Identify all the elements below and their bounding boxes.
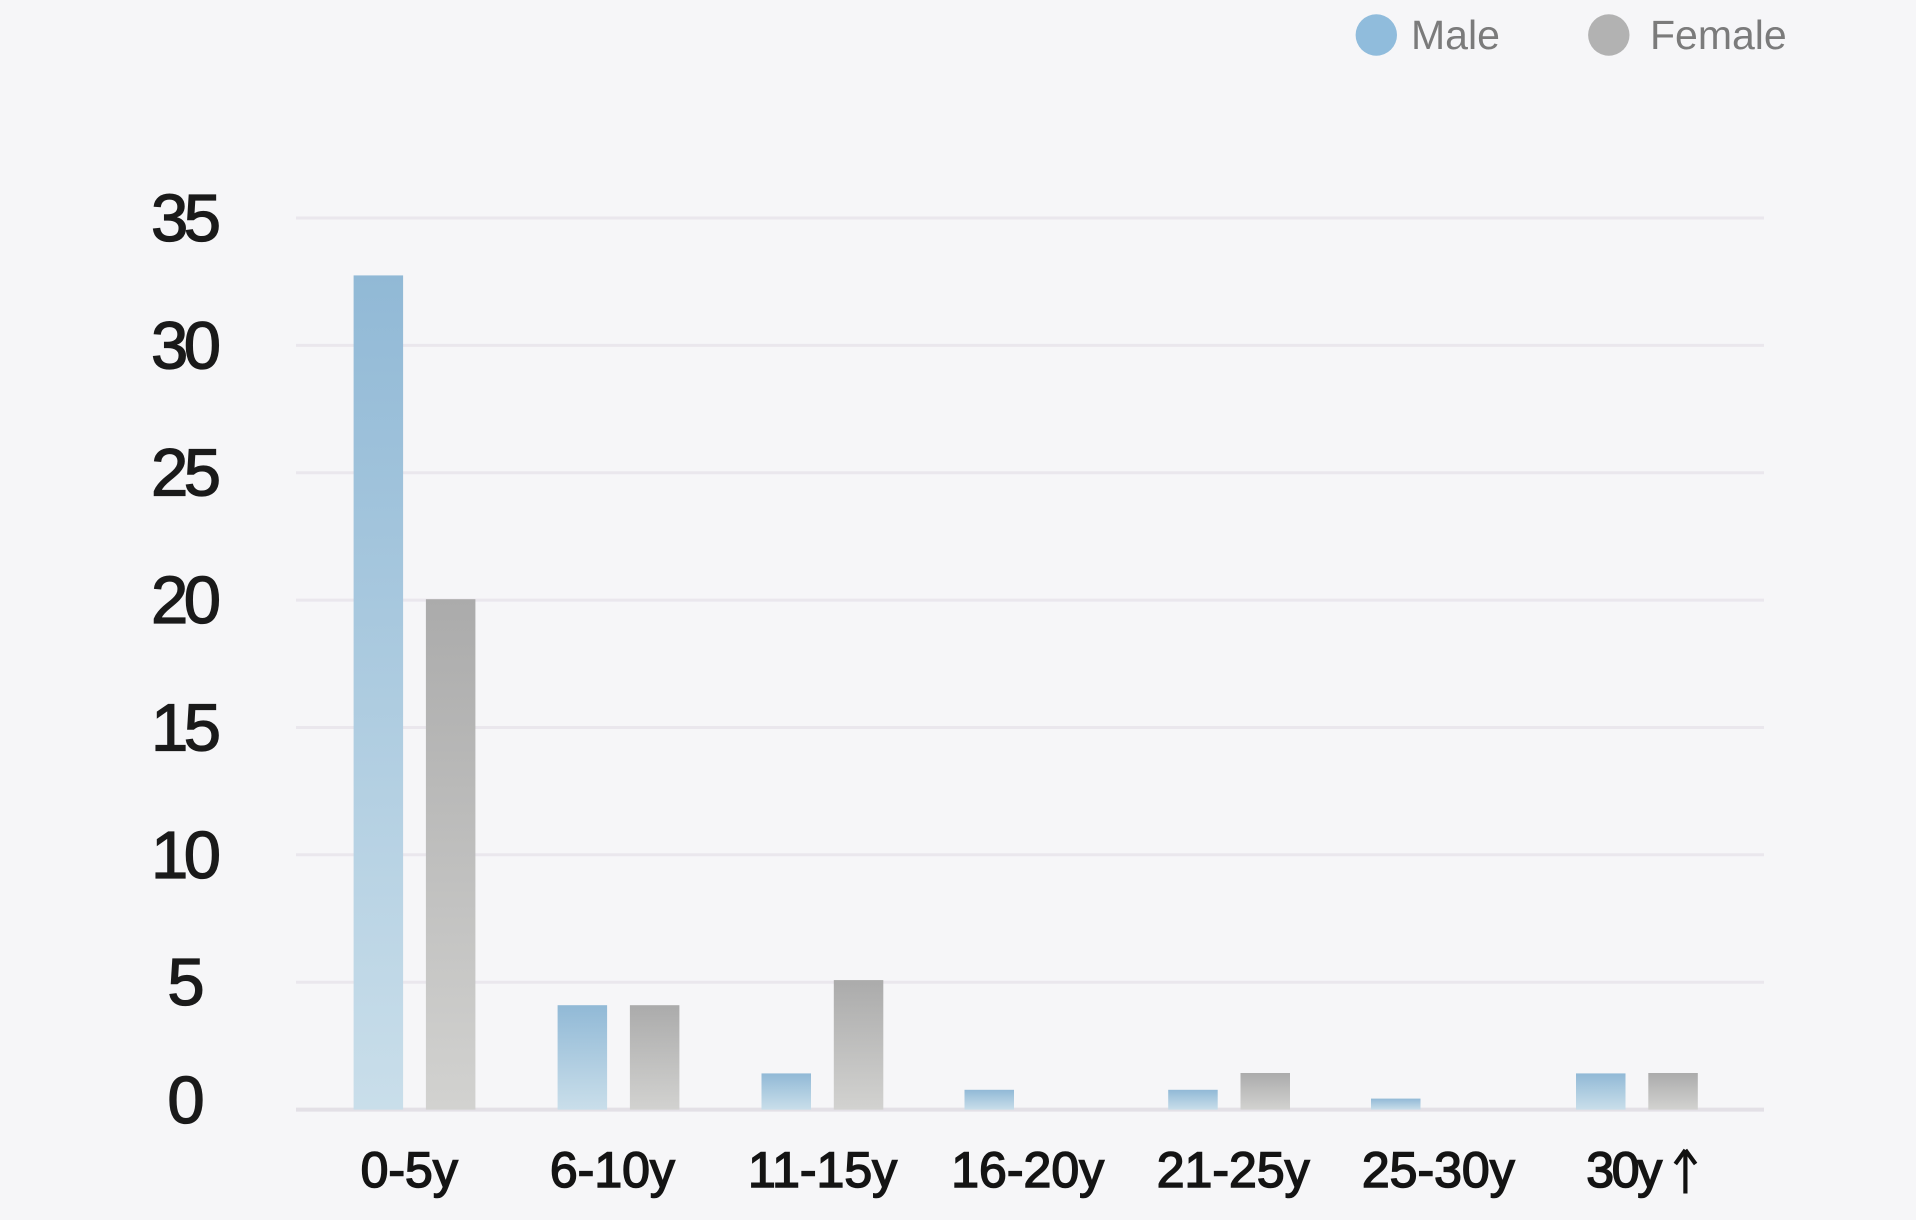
svg-text:6-10y: 6-10y <box>550 1142 675 1198</box>
svg-text:30y: 30y <box>1586 1142 1662 1198</box>
svg-text:25-30y: 25-30y <box>1362 1142 1515 1198</box>
svg-text:15: 15 <box>151 691 221 766</box>
svg-text:16-20y: 16-20y <box>951 1142 1104 1198</box>
svg-text:35: 35 <box>151 181 221 256</box>
svg-text:21-25y: 21-25y <box>1157 1142 1310 1198</box>
svg-text:11-15y: 11-15y <box>748 1142 897 1198</box>
svg-text:20: 20 <box>151 563 221 638</box>
svg-text:0: 0 <box>167 1063 204 1138</box>
svg-text:25: 25 <box>151 436 221 511</box>
svg-text:Female: Female <box>1650 12 1787 58</box>
svg-text:5: 5 <box>167 945 204 1020</box>
svg-text:10: 10 <box>151 818 221 893</box>
svg-text:Male: Male <box>1411 12 1500 58</box>
svg-text:30: 30 <box>151 308 221 383</box>
svg-text:0-5y: 0-5y <box>361 1142 458 1198</box>
